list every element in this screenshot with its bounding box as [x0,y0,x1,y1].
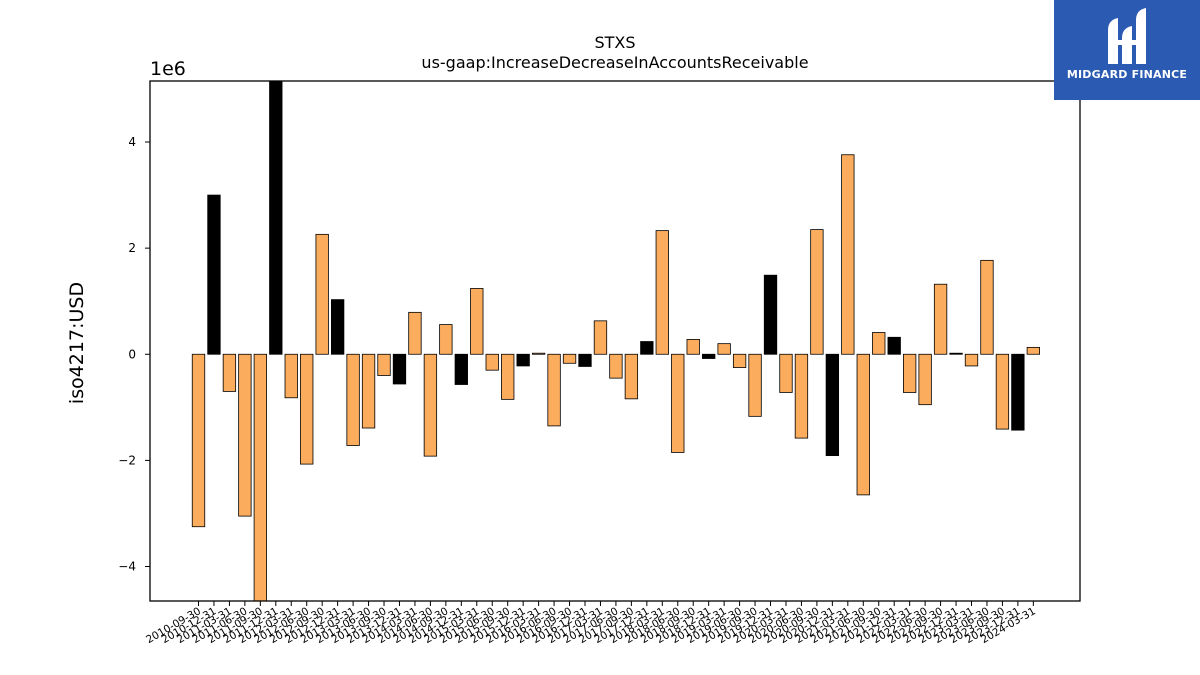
y-tick-label: 0 [128,347,136,361]
bar [872,332,886,355]
bar [624,353,639,400]
bar [887,336,901,355]
bar [856,353,870,496]
bar [516,353,530,367]
bar [300,353,314,465]
bar [810,229,824,355]
logo-text: MIDGARD FINANCE [1066,68,1188,81]
bar [717,343,731,355]
y-axis-label: iso4217:USD [66,282,88,404]
bar [964,353,979,367]
bar [825,353,840,457]
logo-mark-icon [1108,8,1146,64]
bar [547,353,561,427]
bar [315,233,329,355]
y-tick-label: −2 [118,453,136,467]
bar [903,353,917,393]
bar [763,274,778,355]
bar [933,283,948,355]
bar [253,353,267,602]
bar [269,80,283,355]
brand-logo: MIDGARD FINANCE [1054,0,1200,100]
bar [980,259,994,355]
bars-group [191,80,1040,602]
bar [439,324,453,355]
bar [655,230,669,355]
y-tick-label: −4 [118,560,136,574]
bar [330,299,345,355]
bar [454,353,468,385]
bar [732,353,747,368]
bar [361,353,376,429]
bar [1026,346,1040,355]
bar [686,339,700,355]
bar [408,311,422,355]
bar [346,353,360,446]
bar [995,353,1010,430]
bar [191,353,206,528]
bar [578,353,592,367]
bar [748,353,762,417]
y-ticks-group: −4 −2 0 2 4 [118,135,150,574]
bar [841,154,855,355]
bar [531,352,546,355]
bar [949,352,963,355]
bar [377,353,391,376]
plot-frame [149,80,1081,602]
bar [702,353,716,359]
bar [1011,353,1025,431]
bar [207,194,221,355]
chart-subtitle: us-gaap:IncreaseDecreaseInAccountsReceiv… [421,53,808,72]
bar [284,353,298,399]
bar [485,353,499,371]
bar [640,341,654,355]
bar [918,353,932,406]
chart-title: STXS [594,33,635,52]
bar [238,353,252,517]
bar [562,353,577,364]
bar [501,353,515,400]
bar [423,353,438,457]
y-tick-label: 4 [128,135,136,149]
bar [470,288,484,355]
bar [779,353,793,393]
bar [609,353,623,379]
bar [671,353,685,453]
bar [222,353,237,392]
y-axis-offset-label: 1e6 [150,58,186,80]
y-tick-label: 2 [128,241,136,255]
bar [593,320,608,355]
bar [392,353,407,385]
bar [794,353,809,439]
x-ticks-group: 2010-09-302010-12-312011-03-312011-06-30… [144,601,1038,646]
